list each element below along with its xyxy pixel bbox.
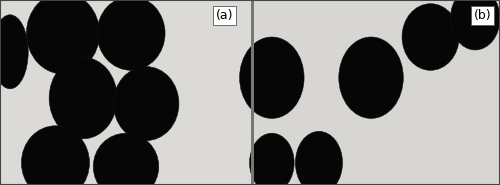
Text: (b): (b) [474, 9, 492, 22]
Ellipse shape [402, 4, 459, 70]
Text: (a): (a) [216, 9, 233, 22]
Ellipse shape [26, 0, 100, 74]
Ellipse shape [97, 0, 165, 70]
Ellipse shape [114, 67, 179, 141]
Ellipse shape [49, 57, 117, 139]
Bar [0, 0, 252, 185]
Ellipse shape [0, 15, 28, 89]
Ellipse shape [22, 126, 90, 185]
Bar [252, 0, 500, 185]
Ellipse shape [339, 37, 404, 118]
Ellipse shape [296, 131, 343, 185]
Ellipse shape [250, 133, 294, 185]
Ellipse shape [93, 133, 159, 185]
Ellipse shape [450, 0, 500, 50]
Ellipse shape [240, 37, 304, 118]
Bar [250, 0, 254, 185]
